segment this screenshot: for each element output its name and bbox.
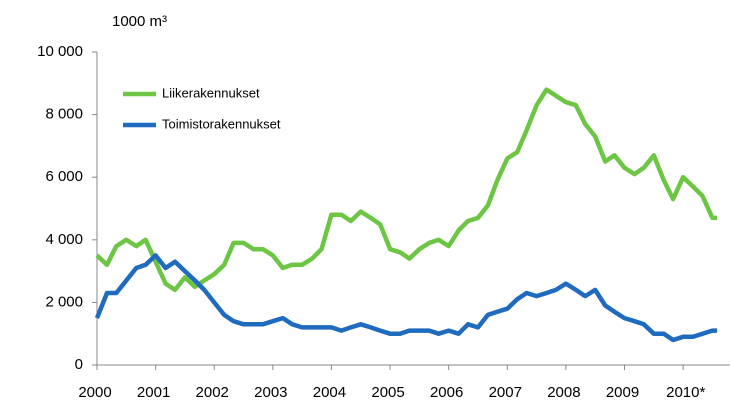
x-tick-label: 2003 — [254, 384, 287, 401]
y-tick-label: 4 000 — [45, 231, 83, 248]
y-tick-label: 10 000 — [37, 43, 83, 60]
y-tick-label: 2 000 — [45, 293, 83, 310]
x-tick-label: 2010* — [666, 384, 705, 401]
x-tick-label: 2006 — [430, 384, 463, 401]
y-tick-label: 8 000 — [45, 106, 83, 123]
y-tick-label: 6 000 — [45, 168, 83, 185]
x-tick-label: 2000 — [78, 384, 111, 401]
x-tick-label: 2008 — [547, 384, 580, 401]
x-tick-label: 2007 — [489, 384, 522, 401]
x-tick-label: 2001 — [137, 384, 170, 401]
x-tick-label: 2005 — [371, 384, 404, 401]
x-tick-label: 2004 — [313, 384, 346, 401]
legend-text: Toimistorakennukset — [162, 116, 281, 131]
x-tick-label: 2002 — [196, 384, 229, 401]
y-axis-label: 1000 m³ — [112, 13, 167, 30]
x-tick-label: 2009 — [606, 384, 639, 401]
line-series — [94, 253, 718, 343]
legend-text: Liikerakennukset — [162, 85, 260, 100]
y-tick-label: 0 — [75, 356, 83, 373]
line-series — [95, 87, 718, 293]
